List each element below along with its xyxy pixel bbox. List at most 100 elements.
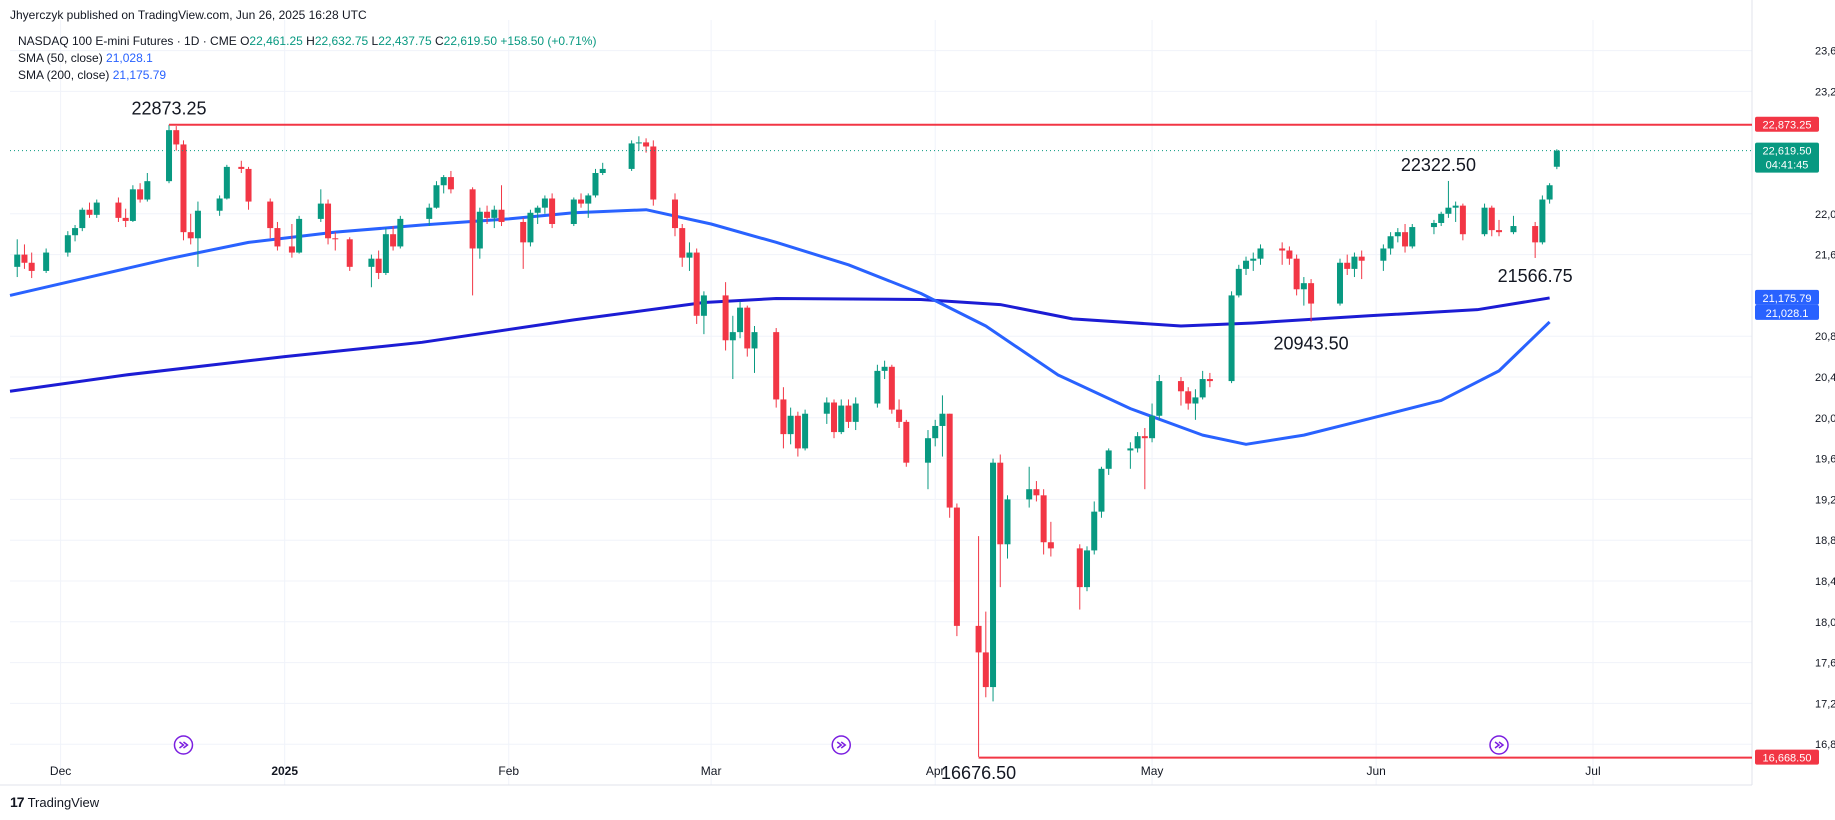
candle-body [498,209,505,222]
tradingview-logo[interactable]: 17 TradingView [10,794,99,810]
candle-body [1206,379,1213,382]
candle-body [982,652,989,688]
candle-body [1156,381,1163,416]
candle [1409,224,1416,249]
countdown-text: 04:41:45 [1766,160,1809,172]
candle-body [1539,199,1546,243]
event-marker-icon[interactable] [1489,735,1509,755]
candle-body [700,295,707,316]
candle [1387,232,1394,255]
candle [1235,264,1242,298]
candle [390,226,397,251]
candle-body [79,209,86,229]
candle-body [534,207,541,213]
price-axis[interactable]: 16,800.00 17,200.00 17,600.00 18,000.00 18,4… [1815,46,1835,752]
candle [1286,246,1293,265]
candle [787,407,794,445]
sma50-legend[interactable]: SMA (50, close) 21,028.1 [18,51,153,66]
close-label: C [434,34,444,48]
candle-body [888,366,895,410]
candle [469,187,476,296]
candle [729,315,736,380]
price-label-bg [1755,289,1819,305]
candle-body [1300,283,1307,290]
candle [794,411,801,457]
candle [1149,403,1156,443]
candle-body [1553,150,1560,167]
publisher-line: Jhyerczyk published on TradingView.com, … [10,8,367,22]
candle [693,248,700,324]
candle [1438,211,1445,227]
candle-body [932,425,939,439]
y-tick-label: 16,800.00 [1815,739,1835,751]
sma200-line [9,296,1550,393]
candle [1091,501,1098,555]
candle-body [129,189,136,221]
y-tick-label: 17,600.00 [1815,658,1835,670]
candle-body [1293,258,1300,290]
candle-body [390,234,397,247]
candle [990,458,997,702]
candle-body [1351,256,1358,269]
candle [599,162,606,176]
candle-body [1394,232,1401,237]
candle-body [1091,511,1098,551]
candle-body [491,209,498,218]
candle-body [1286,250,1293,259]
candle [527,209,534,247]
annotations-layer: 22873.25 22322.50 21566.75 20943.50 16676.50 [131,99,1572,783]
candle [137,183,144,203]
candle-body [1185,391,1192,404]
candle [476,207,483,259]
candle-body [549,198,556,224]
candle-body [1387,236,1394,249]
candle [1040,489,1047,555]
candle [1105,448,1112,475]
candle [368,254,375,288]
candle-body [787,415,794,435]
candle [440,175,447,194]
candle [223,164,230,200]
candle-body [1409,227,1416,247]
candle-body [990,462,997,688]
candle [1452,201,1459,222]
candle-body [686,252,693,258]
candle-body [1235,268,1242,296]
candle-body [382,234,389,273]
open-label: O [240,34,250,48]
candle-body [288,246,295,253]
event-marker-arrow [836,741,847,749]
candle [267,198,274,239]
event-marker-arrow [1494,741,1505,749]
symbol-name[interactable]: NASDAQ 100 E-mini Futures · 1D · CME [18,34,237,48]
y-tick-label: 20,400.00 [1815,372,1835,384]
close-value: 22,619.50 [443,34,498,48]
price-label-bg [1755,749,1819,765]
time-axis[interactable]: Dec 2025 Feb Mar Apr May Jun Jul [50,764,1601,778]
candle [773,328,780,408]
x-tick-label: Dec [50,764,71,778]
candle [325,199,332,245]
candle [852,397,859,431]
sma200-legend[interactable]: SMA (200, close) 21,175.79 [18,68,166,83]
candle-body [1257,248,1264,259]
candle [1156,374,1163,420]
event-marker-arrow [179,741,189,749]
candle-body [397,218,404,247]
price-label-sma200: 21,175.79 [1755,289,1819,305]
candle [317,189,324,222]
event-marker-icon[interactable] [831,735,851,755]
candle-body [317,203,324,219]
candle [982,611,989,698]
sma50-label: SMA (50, close) [18,51,103,65]
candle-body [144,181,151,200]
candle-body [671,199,678,229]
candle-body [1452,205,1459,208]
candle-body [1488,207,1495,231]
event-marker-icon[interactable] [173,735,194,755]
candle-body [693,252,700,316]
candle [549,193,556,229]
candle [845,399,852,428]
candle-body [1105,450,1112,469]
